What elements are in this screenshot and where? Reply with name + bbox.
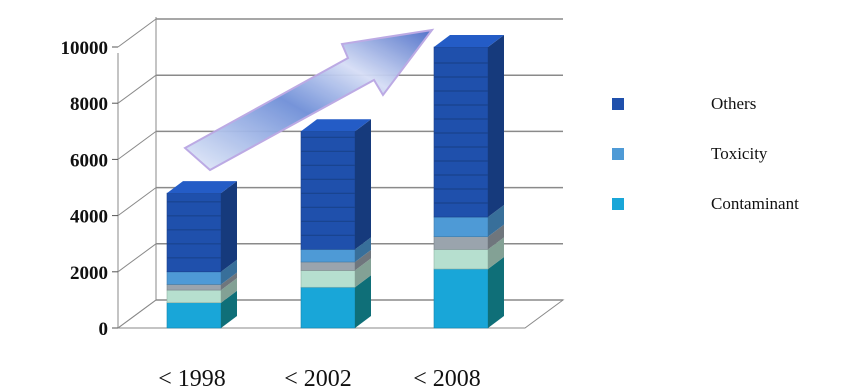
x-axis-labels: < 1998 < 2002 < 2008: [158, 366, 481, 392]
bar-front: [300, 270, 356, 288]
bar-front: [433, 216, 489, 237]
bar-side: [221, 181, 237, 272]
legend-label: Toxicity: [711, 144, 768, 163]
bar-segment-contaminant: [300, 275, 371, 329]
bar-side: [221, 278, 237, 303]
bar-segment-layer-2: [166, 278, 237, 304]
bar-front: [300, 131, 356, 250]
gridline-side: [117, 243, 157, 273]
bar-top: [167, 181, 237, 194]
growth-arrow-icon: [183, 28, 435, 172]
gridline-side: [117, 74, 157, 104]
bar-side: [488, 237, 504, 269]
bar-segment-toxicity: [166, 259, 237, 285]
bar-segment-toxicity: [300, 237, 371, 263]
bars: [166, 35, 504, 329]
bar-segment-others: [166, 181, 237, 273]
legend-label: Others: [711, 94, 756, 113]
bar-side: [221, 290, 237, 328]
x-tick-label: < 2002: [284, 366, 352, 392]
bar-front: [300, 249, 356, 263]
x-tick-label: < 2008: [413, 366, 481, 392]
legend-swatch: [612, 198, 624, 210]
bar-stack: [166, 181, 237, 329]
legend-item: Others: [612, 94, 756, 113]
gridline-side: [117, 18, 157, 48]
bar-front: [166, 289, 222, 304]
gridline-side: [117, 130, 157, 160]
bar-front: [166, 271, 222, 285]
y-tick-label: 4000: [70, 207, 108, 228]
bar-side: [488, 224, 504, 250]
bar-front: [166, 302, 222, 329]
bar-top: [301, 119, 371, 132]
y-tick-label: 2000: [70, 263, 108, 284]
bar-top: [434, 35, 504, 47]
bar-side: [355, 249, 371, 271]
y-axis-ticks: 0 2000 4000 6000 8000 10000: [61, 38, 118, 340]
bar-side: [355, 275, 371, 328]
bar-segment-toxicity: [433, 205, 504, 237]
bar-stack: [433, 35, 504, 329]
bar-front: [300, 286, 356, 329]
bar-segment-layer-2: [300, 258, 371, 288]
bar-side: [355, 237, 371, 262]
bar-front: [166, 284, 222, 291]
bar-segment-others: [300, 119, 371, 250]
y-tick-label: 8000: [70, 94, 108, 115]
bar-segment-contaminant: [433, 256, 504, 329]
y-tick-label: 10000: [61, 38, 109, 59]
legend: Others Toxicity Contaminant: [612, 94, 799, 213]
y-tick-label: 0: [99, 319, 109, 340]
bar-front: [433, 46, 489, 218]
bar-segment-contaminant: [166, 290, 237, 329]
bar-front: [433, 249, 489, 270]
gridline-side: [117, 299, 157, 329]
bar-side: [488, 256, 504, 328]
legend-item: Toxicity: [612, 144, 768, 163]
legend-item: Contaminant: [612, 194, 799, 213]
bar-side: [355, 119, 371, 250]
bar-front: [433, 236, 489, 250]
bar-side: [355, 258, 371, 288]
bar-segment-others: [433, 35, 504, 218]
growth-arrow-decoration: [183, 28, 435, 172]
gridline-side: [117, 187, 157, 217]
bar-segment-layer-3: [433, 224, 504, 250]
bar-side: [221, 259, 237, 285]
bar-side: [221, 272, 237, 291]
bar-stack: [300, 119, 371, 329]
legend-swatch: [612, 98, 624, 110]
bar-front: [300, 261, 356, 271]
bar-front: [433, 268, 489, 329]
y-tick-label: 6000: [70, 150, 108, 171]
legend-swatch: [612, 148, 624, 160]
legend-label: Contaminant: [711, 194, 799, 213]
bar-side: [488, 205, 504, 237]
x-tick-label: < 1998: [158, 366, 226, 392]
bar-side: [488, 35, 504, 218]
bar-front: [166, 192, 222, 273]
